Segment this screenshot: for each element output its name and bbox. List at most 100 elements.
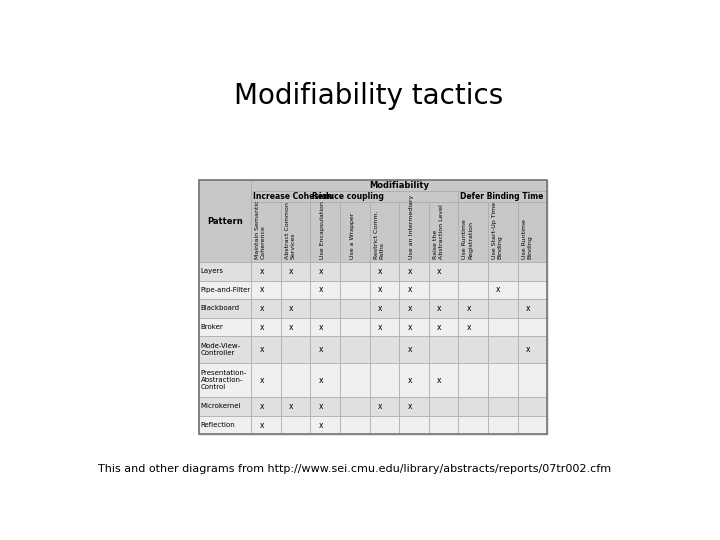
Bar	[518, 202, 547, 262]
Text: x: x	[437, 304, 441, 313]
Text: x: x	[259, 402, 264, 411]
Text: Mode-View-
Controller: Mode-View- Controller	[201, 343, 241, 356]
Text: x: x	[318, 322, 323, 332]
Text: x: x	[467, 322, 471, 332]
Bar	[340, 336, 369, 363]
Bar	[488, 280, 518, 299]
Bar	[281, 416, 310, 434]
Text: x: x	[378, 402, 382, 411]
Bar	[429, 363, 459, 397]
Bar	[199, 416, 251, 434]
Text: x: x	[318, 376, 323, 385]
Bar	[281, 363, 310, 397]
Text: Layers: Layers	[201, 268, 224, 274]
Bar	[310, 202, 340, 262]
Text: Defer Binding Time: Defer Binding Time	[460, 192, 544, 201]
Text: x: x	[259, 322, 264, 332]
Bar	[429, 336, 459, 363]
Bar	[251, 191, 310, 202]
Bar	[399, 262, 429, 280]
Bar	[310, 397, 340, 416]
Text: x: x	[526, 304, 530, 313]
Text: x: x	[437, 267, 441, 276]
Bar	[251, 318, 281, 336]
Bar	[251, 363, 281, 397]
Bar	[459, 202, 488, 262]
Bar	[518, 318, 547, 336]
Bar	[199, 280, 251, 299]
Bar	[251, 397, 281, 416]
Text: Modifiability tactics: Modifiability tactics	[235, 82, 503, 110]
Bar	[369, 336, 399, 363]
Text: x: x	[408, 267, 412, 276]
Text: x: x	[318, 346, 323, 354]
Text: x: x	[437, 376, 441, 385]
Text: x: x	[378, 285, 382, 294]
Bar	[488, 299, 518, 318]
Bar	[281, 336, 310, 363]
Bar	[340, 299, 369, 318]
Bar	[310, 336, 340, 363]
Text: x: x	[259, 304, 264, 313]
Bar	[251, 180, 547, 191]
Bar	[459, 262, 488, 280]
Text: Presentation-
Abstraction-
Control: Presentation- Abstraction- Control	[201, 370, 247, 390]
Text: Reduce coupling: Reduce coupling	[312, 192, 384, 201]
Text: x: x	[318, 402, 323, 411]
Bar	[340, 397, 369, 416]
Text: x: x	[526, 346, 530, 354]
Bar	[199, 363, 251, 397]
Bar	[399, 318, 429, 336]
Text: Raise the
Abstraction Level: Raise the Abstraction Level	[433, 204, 444, 259]
Bar	[199, 397, 251, 416]
Bar	[310, 363, 340, 397]
Bar	[518, 299, 547, 318]
Text: x: x	[289, 402, 294, 411]
Text: Modifiability: Modifiability	[369, 181, 429, 190]
Bar	[340, 363, 369, 397]
Text: x: x	[259, 376, 264, 385]
Text: Use a Wrapper: Use a Wrapper	[350, 212, 355, 259]
Bar	[281, 397, 310, 416]
Bar	[281, 299, 310, 318]
Text: x: x	[289, 267, 294, 276]
Text: Increase Cohesion: Increase Cohesion	[253, 192, 332, 201]
Bar	[399, 280, 429, 299]
Text: Maintain Semantic
Coherence: Maintain Semantic Coherence	[255, 200, 266, 259]
Text: x: x	[437, 322, 441, 332]
Text: x: x	[318, 421, 323, 430]
Bar	[429, 262, 459, 280]
Bar	[251, 202, 281, 262]
Bar	[429, 299, 459, 318]
Text: x: x	[259, 421, 264, 430]
Bar	[459, 416, 488, 434]
Bar	[251, 299, 281, 318]
Text: Pattern: Pattern	[207, 217, 243, 226]
Text: Microkernel: Microkernel	[201, 403, 241, 409]
Text: x: x	[408, 402, 412, 411]
Bar	[488, 416, 518, 434]
Bar	[459, 397, 488, 416]
Bar	[369, 397, 399, 416]
Bar	[310, 416, 340, 434]
Text: x: x	[378, 267, 382, 276]
Text: Use Start-Up Time
Binding: Use Start-Up Time Binding	[492, 202, 503, 259]
Text: Pipe-and-Filter: Pipe-and-Filter	[201, 287, 251, 293]
Text: x: x	[318, 267, 323, 276]
Bar	[310, 280, 340, 299]
Text: x: x	[378, 322, 382, 332]
Bar	[369, 318, 399, 336]
Text: x: x	[289, 304, 294, 313]
Bar	[518, 262, 547, 280]
Bar	[488, 318, 518, 336]
Bar	[488, 336, 518, 363]
Bar	[459, 318, 488, 336]
Text: x: x	[408, 285, 412, 294]
Bar	[429, 280, 459, 299]
Bar	[518, 397, 547, 416]
Bar	[518, 416, 547, 434]
Text: x: x	[259, 267, 264, 276]
Bar	[251, 280, 281, 299]
Bar	[488, 262, 518, 280]
Bar	[369, 299, 399, 318]
